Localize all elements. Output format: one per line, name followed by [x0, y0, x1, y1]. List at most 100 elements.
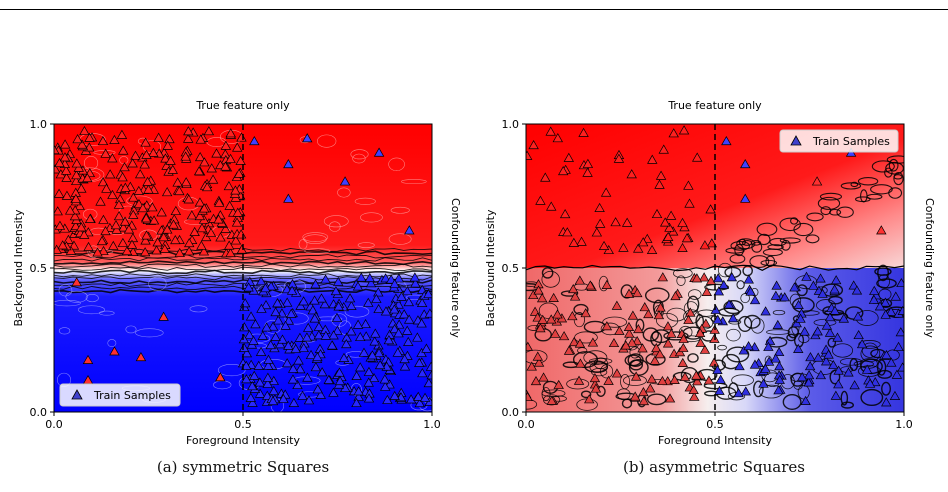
panel-a-ylabel: Background Intensity	[12, 209, 25, 326]
train-sample-point	[76, 222, 87, 232]
train-sample-point	[196, 240, 207, 250]
train-sample-point	[405, 394, 417, 404]
caption-a: (a) symmetric Squares	[156, 458, 330, 476]
train-sample-point	[533, 357, 545, 367]
train-sample-point	[195, 134, 206, 144]
train-sample-point	[113, 211, 125, 221]
contour-ring	[828, 295, 843, 305]
train-sample-point	[399, 353, 410, 364]
train-sample-point	[167, 164, 178, 174]
train-sample-point	[851, 285, 863, 295]
contour-ring	[853, 360, 874, 368]
train-sample-point	[120, 182, 131, 192]
train-sample-point	[829, 284, 840, 294]
train-sample-point	[61, 172, 72, 182]
train-sample-point	[305, 349, 317, 360]
train-sample-point	[307, 305, 319, 315]
y-tick-label: 0.5	[30, 262, 48, 275]
train-sample-point	[247, 397, 258, 407]
train-sample-point	[283, 193, 294, 203]
train-sample-point	[142, 176, 153, 186]
contour-ring	[753, 380, 764, 398]
train-sample-point	[403, 314, 415, 324]
contour-ring	[580, 390, 592, 399]
contour-line	[54, 269, 432, 275]
panel-a-plot-area	[54, 124, 432, 412]
train-sample-point	[815, 370, 827, 380]
train-sample-point	[223, 240, 235, 250]
train-sample-point	[856, 339, 868, 349]
train-sample-point	[248, 335, 259, 345]
train-sample-point	[253, 360, 264, 370]
train-sample-point	[360, 318, 371, 329]
train-sample-point	[624, 328, 635, 338]
train-sample-point	[180, 151, 191, 161]
contour-ring	[574, 331, 598, 344]
contour-ring	[135, 328, 164, 338]
train-sample-point	[889, 390, 901, 400]
contour-ring	[877, 264, 890, 282]
train-sample-point	[328, 330, 339, 340]
contour-ring	[767, 244, 784, 250]
train-sample-point	[83, 241, 94, 251]
train-sample-point	[353, 386, 364, 396]
contour-ring	[676, 275, 686, 286]
contour-ring	[704, 283, 730, 291]
train-sample-point	[309, 313, 320, 323]
train-sample-point	[92, 247, 103, 257]
contour-ring	[642, 327, 660, 342]
train-sample-point	[655, 302, 666, 312]
train-sample-point	[795, 313, 806, 323]
train-sample-point	[679, 371, 691, 381]
train-sample-point	[380, 273, 391, 283]
train-sample-point	[245, 392, 257, 402]
train-sample-point	[552, 309, 563, 319]
train-sample-point	[297, 390, 308, 400]
panel-b-points	[526, 125, 904, 407]
train-sample-point	[611, 300, 623, 310]
train-sample-point	[286, 285, 298, 295]
train-sample-point	[332, 325, 343, 335]
contour-ring	[743, 314, 761, 329]
train-sample-point	[774, 374, 785, 384]
train-sample-point	[692, 376, 703, 386]
x-tick-label: 1.0	[423, 418, 441, 431]
train-sample-point	[98, 245, 109, 256]
train-sample-point	[84, 132, 95, 142]
train-sample-point	[194, 211, 206, 221]
train-sample-point	[647, 154, 658, 164]
train-sample-point	[363, 393, 375, 403]
train-sample-point	[423, 288, 432, 299]
train-sample-point	[278, 393, 289, 403]
contour-ring	[646, 393, 667, 406]
contour-ring	[360, 212, 383, 223]
contour-ring	[602, 316, 628, 328]
train-sample-point	[344, 293, 356, 303]
train-sample-point	[874, 301, 886, 311]
contour-ring	[672, 268, 693, 279]
train-sample-point	[97, 135, 109, 146]
train-sample-point	[355, 331, 366, 342]
train-sample-point	[316, 293, 327, 303]
train-sample-point	[890, 291, 902, 301]
train-sample-point	[331, 312, 343, 322]
train-sample-point	[199, 157, 210, 167]
train-sample-point	[763, 341, 774, 351]
train-sample-point	[630, 371, 642, 381]
top-rule	[0, 9, 948, 10]
train-sample-point	[107, 153, 118, 163]
contour-ring	[337, 187, 351, 198]
train-sample-point	[262, 372, 274, 382]
train-sample-point	[373, 347, 385, 358]
train-sample-point	[265, 281, 277, 291]
train-sample-point	[528, 139, 539, 150]
contour-ring	[526, 349, 548, 365]
train-sample-point	[107, 189, 118, 199]
train-sample-point	[65, 245, 77, 255]
contour-ring	[388, 233, 412, 245]
train-sample-point	[535, 323, 546, 333]
train-sample-point	[548, 292, 559, 302]
train-sample-point	[546, 201, 557, 211]
train-sample-point	[257, 330, 268, 340]
train-sample-point	[164, 133, 175, 144]
